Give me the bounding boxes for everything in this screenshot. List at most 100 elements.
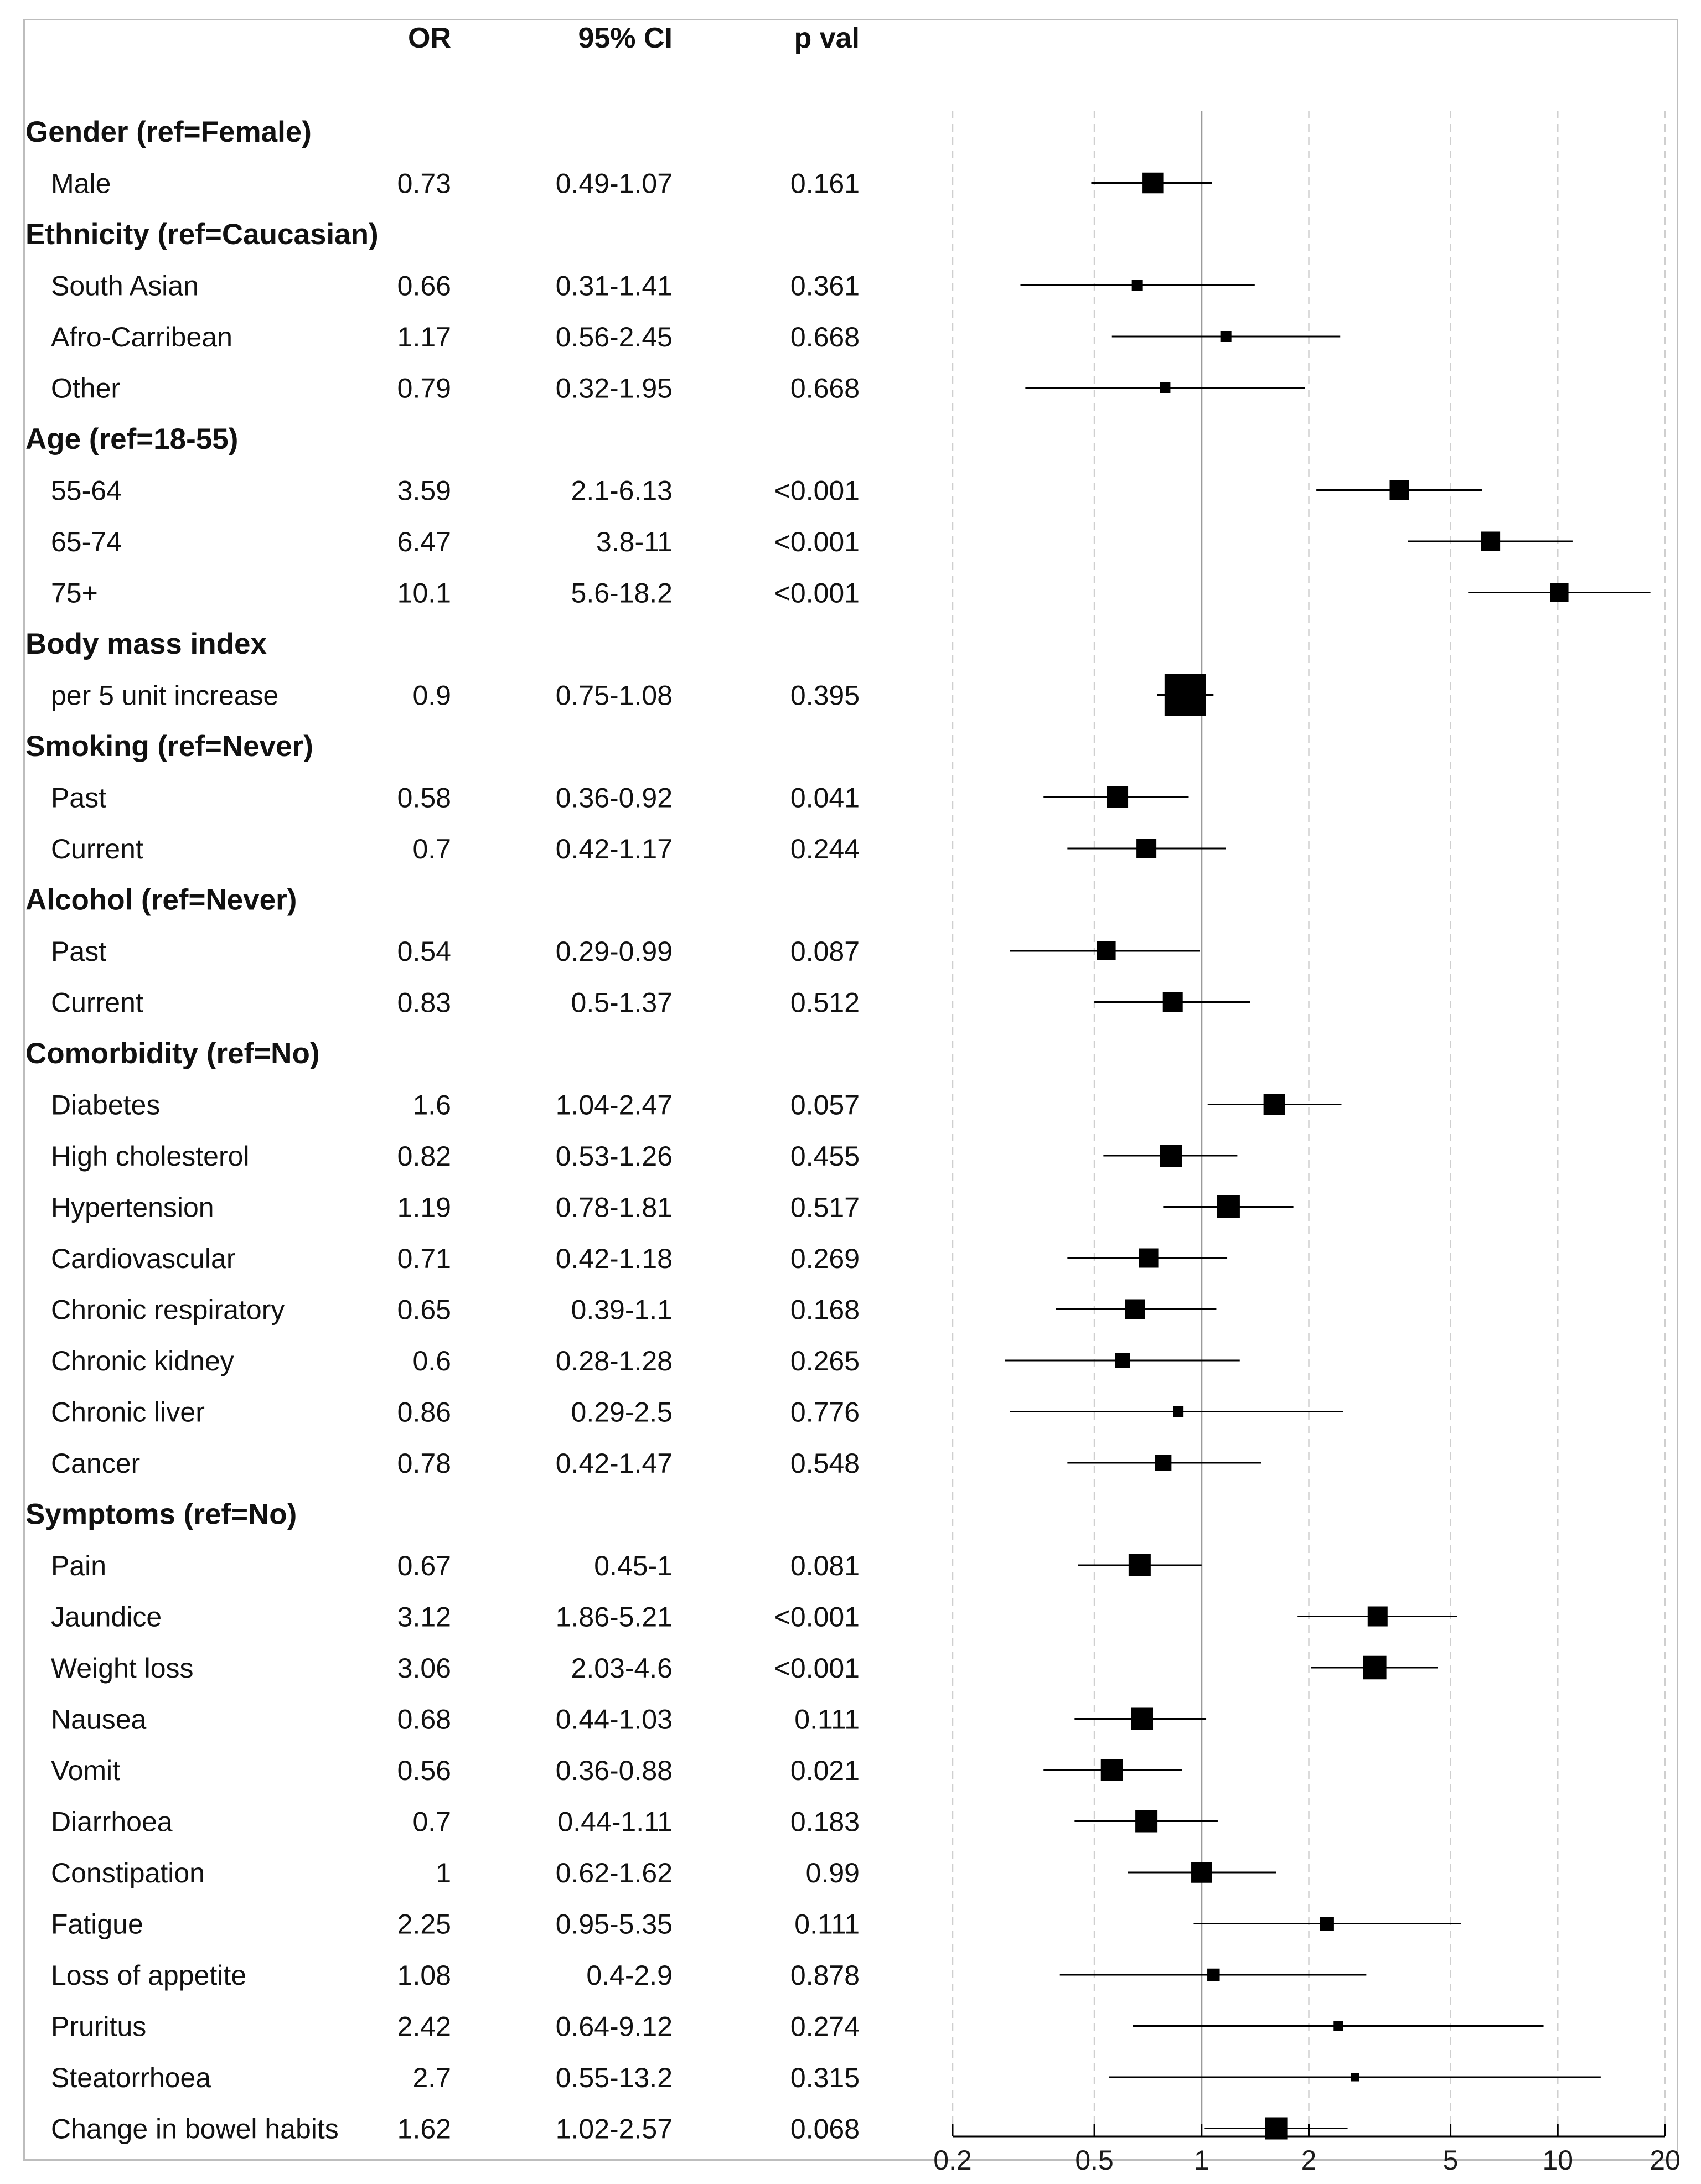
row-label-26: Cancer [51, 1448, 140, 1479]
row-label-39: Change in bowel habits [51, 2114, 339, 2145]
or-marker-20 [1160, 1145, 1182, 1167]
row-label-14: Current [51, 834, 143, 865]
row-or-1: 0.73 [397, 168, 451, 199]
x-tick-label-2: 1 [1194, 2145, 1209, 2176]
row-label-3: South Asian [51, 271, 199, 302]
header-or: OR [408, 22, 451, 54]
row-pval-28: 0.081 [790, 1550, 860, 1581]
or-marker-4 [1220, 331, 1232, 342]
or-marker-26 [1155, 1455, 1172, 1471]
row-or-8: 6.47 [397, 526, 451, 557]
or-marker-37 [1333, 2021, 1343, 2031]
row-label-34: Constipation [51, 1857, 205, 1888]
x-tick-label-0: 0.2 [933, 2145, 972, 2176]
row-pval-14: 0.244 [790, 834, 860, 865]
row-ci-30: 2.03-4.6 [571, 1653, 673, 1684]
row-ci-14: 0.42-1.17 [556, 834, 673, 865]
row-or-5: 0.79 [397, 373, 451, 404]
row-label-32: Vomit [51, 1755, 120, 1786]
row-ci-38: 0.55-13.2 [556, 2062, 673, 2093]
row-pval-25: 0.776 [790, 1397, 860, 1428]
row-or-16: 0.54 [397, 936, 451, 967]
row-ci-8: 3.8-11 [596, 526, 673, 557]
row-label-28: Pain [51, 1550, 106, 1581]
row-or-35: 2.25 [397, 1909, 451, 1940]
group-label-27: Symptoms (ref=No) [25, 1498, 297, 1531]
row-or-13: 0.58 [397, 783, 451, 814]
row-or-4: 1.17 [397, 322, 451, 353]
grid-lines [952, 111, 1666, 2136]
or-marker-30 [1363, 1655, 1387, 1680]
row-pval-1: 0.161 [790, 168, 860, 199]
row-or-24: 0.6 [412, 1345, 451, 1376]
row-or-9: 10.1 [397, 578, 451, 609]
row-label-17: Current [51, 987, 143, 1018]
row-pval-23: 0.168 [790, 1295, 860, 1326]
row-pval-11: 0.395 [790, 680, 860, 711]
row-ci-36: 0.4-2.9 [586, 1960, 673, 1991]
row-ci-35: 0.95-5.35 [556, 1909, 673, 1940]
or-marker-19 [1263, 1094, 1285, 1115]
x-tick-label-4: 5 [1443, 2145, 1459, 2176]
row-or-38: 2.7 [412, 2062, 451, 2093]
row-pval-33: 0.183 [790, 1807, 860, 1838]
x-tick-label-5: 10 [1542, 2145, 1573, 2176]
row-or-7: 3.59 [397, 475, 451, 506]
results-table: OR 95% CI p val Gender (ref=Female) Male 0… [25, 22, 860, 2145]
or-marker-5 [1160, 382, 1171, 393]
row-ci-26: 0.42-1.47 [556, 1448, 673, 1479]
row-or-34: 1 [436, 1857, 451, 1888]
row-pval-20: 0.455 [790, 1141, 860, 1172]
row-label-13: Past [51, 783, 106, 814]
row-label-8: 65-74 [51, 526, 122, 557]
row-pval-38: 0.315 [790, 2062, 860, 2093]
or-marker-17 [1162, 992, 1183, 1012]
row-label-38: Steatorrhoea [51, 2062, 211, 2093]
row-or-14: 0.7 [412, 834, 451, 865]
row-label-25: Chronic liver [51, 1397, 205, 1428]
row-pval-13: 0.041 [790, 783, 860, 814]
or-marker-34 [1191, 1862, 1212, 1883]
row-label-4: Afro-Carribean [51, 322, 232, 353]
group-label-6: Age (ref=18-55) [25, 423, 238, 456]
x-tick-label-6: 20 [1650, 2145, 1681, 2176]
row-or-37: 2.42 [397, 2011, 451, 2042]
or-marker-16 [1097, 941, 1116, 960]
group-label-15: Alcohol (ref=Never) [25, 884, 297, 917]
or-marker-36 [1207, 1968, 1220, 1981]
group-label-12: Smoking (ref=Never) [25, 730, 313, 763]
row-pval-7: <0.001 [774, 475, 860, 506]
or-marker-22 [1139, 1248, 1159, 1268]
row-or-20: 0.82 [397, 1141, 451, 1172]
row-label-37: Pruritus [51, 2011, 146, 2042]
row-ci-4: 0.56-2.45 [556, 322, 673, 353]
group-label-2: Ethnicity (ref=Caucasian) [25, 218, 379, 251]
or-marker-24 [1115, 1353, 1130, 1368]
group-label-10: Body mass index [25, 628, 267, 660]
row-label-31: Nausea [51, 1704, 147, 1735]
or-marker-13 [1107, 786, 1129, 808]
or-marker-33 [1135, 1810, 1158, 1833]
row-ci-9: 5.6-18.2 [571, 578, 673, 609]
row-or-23: 0.65 [397, 1295, 451, 1326]
or-marker-3 [1131, 280, 1143, 291]
row-or-19: 1.6 [412, 1090, 451, 1121]
or-marker-21 [1217, 1195, 1240, 1218]
row-label-16: Past [51, 936, 106, 967]
figure-frame [23, 19, 1678, 2161]
row-ci-31: 0.44-1.03 [556, 1704, 673, 1735]
row-label-11: per 5 unit increase [51, 680, 278, 711]
or-marker-7 [1389, 480, 1409, 500]
row-ci-24: 0.28-1.28 [556, 1345, 673, 1376]
row-label-5: Other [51, 373, 120, 404]
row-label-19: Diabetes [51, 1090, 160, 1121]
row-pval-22: 0.269 [790, 1243, 860, 1274]
row-or-26: 0.78 [397, 1448, 451, 1479]
row-ci-29: 1.86-5.21 [556, 1602, 673, 1633]
row-ci-5: 0.32-1.95 [556, 373, 673, 404]
row-ci-25: 0.29-2.5 [571, 1397, 673, 1428]
row-or-39: 1.62 [397, 2114, 451, 2145]
row-or-33: 0.7 [412, 1807, 451, 1838]
row-or-17: 0.83 [397, 987, 451, 1018]
